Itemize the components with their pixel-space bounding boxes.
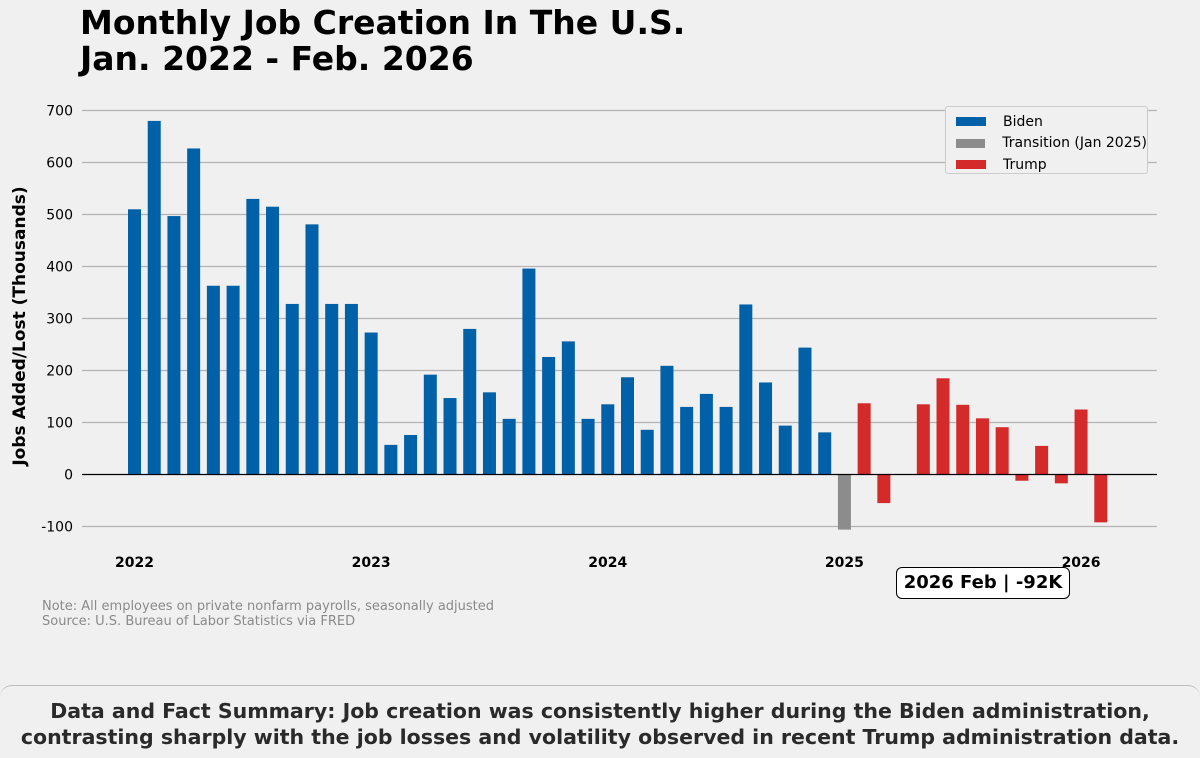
bar — [798, 347, 812, 475]
bar — [759, 382, 773, 475]
bar — [128, 209, 141, 475]
bar — [1054, 474, 1068, 484]
bar — [601, 404, 615, 475]
legend-label-transition: Transition (Jan 2025) — [1002, 135, 1147, 152]
bar — [975, 418, 989, 475]
legend-item-biden: Biden — [946, 111, 1147, 133]
legend-item-trump: Trump — [946, 154, 1147, 176]
bar — [857, 403, 871, 475]
bar — [660, 365, 674, 475]
chart-source: Source: U.S. Bureau of Labor Statistics … — [42, 614, 356, 629]
gridlines — [82, 109, 1157, 528]
bar — [423, 374, 437, 475]
bar — [1074, 409, 1088, 475]
bar — [739, 304, 753, 475]
bar — [1015, 474, 1029, 481]
chart-subtitle: Jan. 2022 - Feb. 2026 — [80, 39, 474, 78]
bar — [285, 303, 299, 475]
y-tick-label: -100 — [41, 520, 73, 536]
legend-label-trump: Trump — [1003, 156, 1047, 173]
bar — [936, 378, 950, 475]
bar — [404, 434, 418, 475]
y-tick-label: 500 — [46, 208, 73, 224]
bar — [837, 474, 851, 530]
bar — [246, 198, 260, 475]
legend-label-biden: Biden — [1003, 113, 1043, 130]
legend-swatch-trump — [956, 160, 986, 170]
bar — [719, 406, 733, 475]
legend-swatch-transition — [956, 138, 986, 148]
bar — [364, 332, 378, 475]
bar — [956, 404, 970, 475]
y-tick-label: 200 — [46, 364, 73, 380]
bar — [206, 285, 220, 475]
y-tick-label: 600 — [46, 156, 73, 172]
legend-swatch-biden — [956, 117, 986, 127]
bar — [266, 206, 280, 475]
bar — [463, 328, 477, 475]
bar — [542, 356, 556, 475]
bar — [502, 418, 516, 475]
bar — [325, 303, 339, 475]
bar — [916, 404, 930, 475]
x-tick-label: 2025 — [825, 555, 864, 571]
latest-value-callout: 2026 Feb | -92K — [896, 567, 1070, 599]
x-tick-label: 2022 — [115, 555, 154, 571]
legend-item-transition: Transition (Jan 2025) — [946, 133, 1147, 155]
bar — [995, 427, 1009, 475]
chart-title: Monthly Job Creation In The U.S. — [80, 3, 686, 42]
bar — [818, 432, 832, 475]
bar — [187, 148, 201, 475]
bar — [699, 393, 713, 475]
bar — [443, 398, 457, 475]
bar — [621, 377, 634, 475]
x-tick-label: 2024 — [588, 555, 627, 571]
bar — [581, 418, 595, 475]
summary-line-1: Data and Fact Summary: Job creation was … — [50, 699, 1150, 723]
bar — [778, 425, 792, 475]
y-tick-label: 400 — [46, 260, 73, 276]
legend: Biden Transition (Jan 2025) Trump — [945, 106, 1148, 174]
summary-box: Data and Fact Summary: Job creation was … — [0, 685, 1200, 758]
bar — [522, 268, 536, 475]
bars — [128, 120, 1108, 530]
x-tick-label: 2026 — [1062, 555, 1101, 571]
x-tick-label: 2023 — [352, 555, 391, 571]
bar — [640, 429, 654, 475]
y-tick-label: 700 — [46, 104, 73, 120]
bar — [877, 474, 891, 504]
bar — [384, 444, 398, 475]
bar — [680, 406, 694, 475]
y-tick-label: 0 — [64, 468, 73, 484]
bar — [1094, 474, 1108, 523]
bar — [561, 341, 575, 475]
bar — [167, 216, 181, 475]
y-axis-label: Jobs Added/Lost (Thousands) — [10, 186, 30, 466]
bar — [147, 120, 161, 475]
bar — [305, 224, 319, 475]
chart-note: Note: All employees on private nonfarm p… — [42, 599, 495, 614]
bar — [226, 285, 240, 475]
bar — [344, 303, 358, 475]
y-tick-label: 100 — [46, 416, 73, 432]
summary-line-2: contrasting sharply with the job losses … — [20, 725, 1180, 749]
bar — [482, 392, 496, 475]
bar — [1035, 445, 1049, 475]
axes: -100 0 100 200 300 400 500 600 700 2022 2023 2024 20… — [41, 104, 1157, 571]
y-tick-label: 300 — [46, 312, 73, 328]
